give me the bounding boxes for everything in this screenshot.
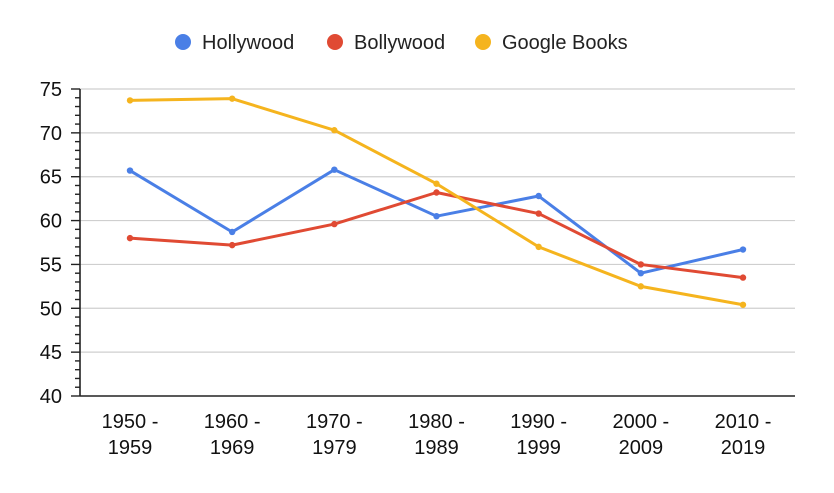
x-tick-label: 1989 [414,437,459,459]
data-point [228,228,236,236]
x-tick-label: 1960 - [204,411,261,433]
data-point [433,212,440,220]
x-tick-label: 1999 [516,437,561,459]
data-point [739,301,747,308]
grid-layer [80,88,795,353]
legend-item-bollywood: Bollywood [327,32,445,54]
data-point [331,220,338,228]
data-point [739,246,747,253]
legend: Hollywood Bollywood Google Books [175,32,628,54]
legend-item-hollywood: Hollywood [175,32,294,54]
data-point [126,234,134,242]
x-tick-label: 2019 [721,437,766,459]
x-tick-label: 1969 [210,437,255,459]
data-point [126,97,134,104]
legend-label: Bollywood [354,32,445,54]
legend-swatch [327,34,343,50]
data-point [126,167,134,174]
series-line [128,97,745,307]
legend-label: Google Books [502,32,628,54]
x-tick-label: 2000 - [612,411,669,433]
series-layer [126,95,747,308]
y-tick-label: 40 [40,386,62,408]
series-bollywood [126,189,747,281]
legend-item-google-books: Google Books [475,32,628,54]
data-point [535,192,542,200]
legend-swatch [475,34,491,50]
y-tick-label: 60 [40,211,62,233]
y-tick-label: 45 [40,342,62,364]
y-tick-label: 75 [40,79,62,101]
axis-layer: 40 45 50 55 60 65 70 75 1950 - 1959 1960 - 1969 1970… [40,79,795,459]
data-point [331,127,338,134]
data-point [739,274,747,281]
y-tick-label: 70 [40,123,62,145]
data-point [228,95,236,102]
legend-label: Hollywood [202,32,294,54]
x-tick-label: 2010 - [715,411,772,433]
y-tick-label: 50 [40,298,62,320]
data-point [535,243,542,251]
x-tick-label: 1959 [108,437,153,459]
x-tick-label: 1970 - [306,411,363,433]
y-tick-label: 55 [40,254,62,276]
data-point [637,270,645,277]
series-hollywood [126,166,747,277]
y-tick-label: 65 [40,167,62,189]
x-tick-label: 1950 - [102,411,159,433]
data-point [228,241,236,249]
data-point [433,189,440,196]
data-point [331,166,338,173]
data-point [637,261,645,268]
data-point [433,180,440,187]
x-tick-label: 1979 [312,437,357,459]
x-tick-label: 2009 [619,437,664,459]
x-tick-label: 1980 - [408,411,465,433]
series-google-books [126,95,747,308]
data-point [535,210,542,217]
legend-swatch [175,34,191,50]
data-point [637,283,645,290]
x-tick-label: 1990 - [510,411,567,433]
